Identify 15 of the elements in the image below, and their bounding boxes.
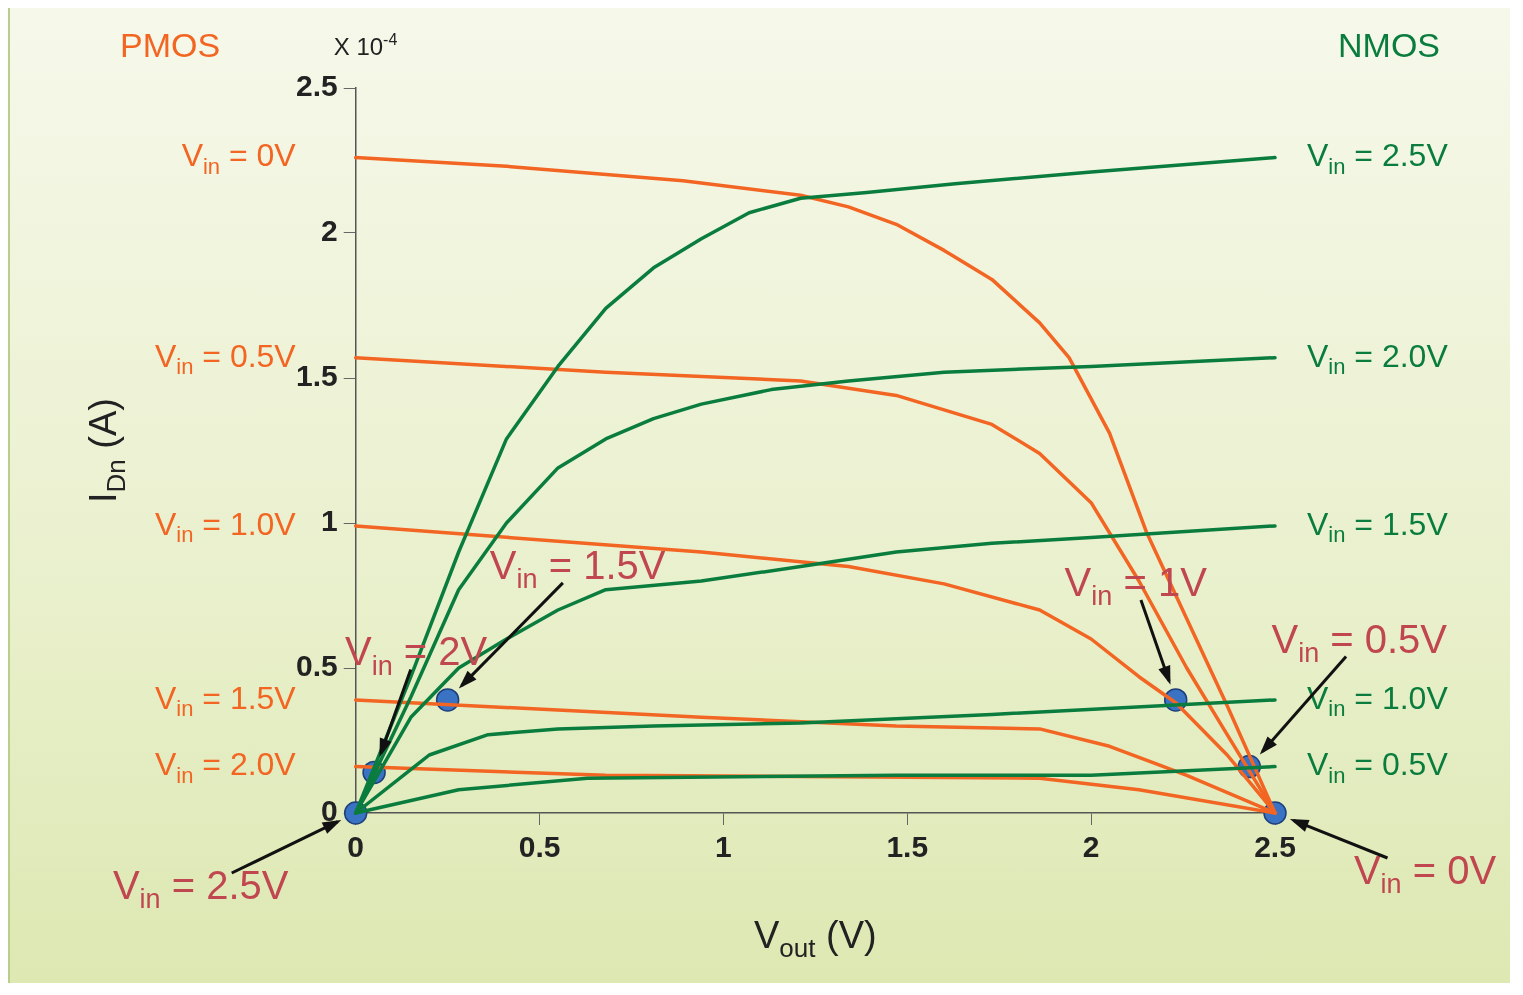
y-axis-title: IDn (A) <box>82 397 132 503</box>
y-tick-label: 1.5 <box>295 359 338 393</box>
y-tick-label: 2 <box>321 214 338 248</box>
text: PMOS <box>120 26 221 65</box>
x-tick-label: 2.5 <box>1254 830 1296 864</box>
x-tick-label: 1.5 <box>886 830 929 864</box>
y-tick-label: 0.5 <box>295 649 338 683</box>
x-tick-label: 2 <box>1082 830 1100 864</box>
y-tick-label: 2.5 <box>295 69 338 103</box>
x-tick-label: 0.5 <box>518 830 561 864</box>
x-tick-label: 1 <box>715 830 732 864</box>
y-tick-label: 0 <box>321 794 338 828</box>
x-tick-label: 0 <box>347 830 365 864</box>
y-tick-label: 1 <box>321 504 338 538</box>
text: NMOS <box>1338 26 1440 65</box>
